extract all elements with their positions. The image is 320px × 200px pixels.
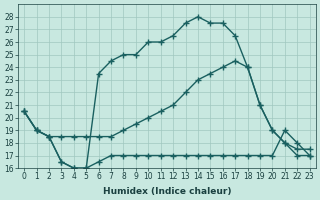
X-axis label: Humidex (Indice chaleur): Humidex (Indice chaleur) — [103, 187, 231, 196]
